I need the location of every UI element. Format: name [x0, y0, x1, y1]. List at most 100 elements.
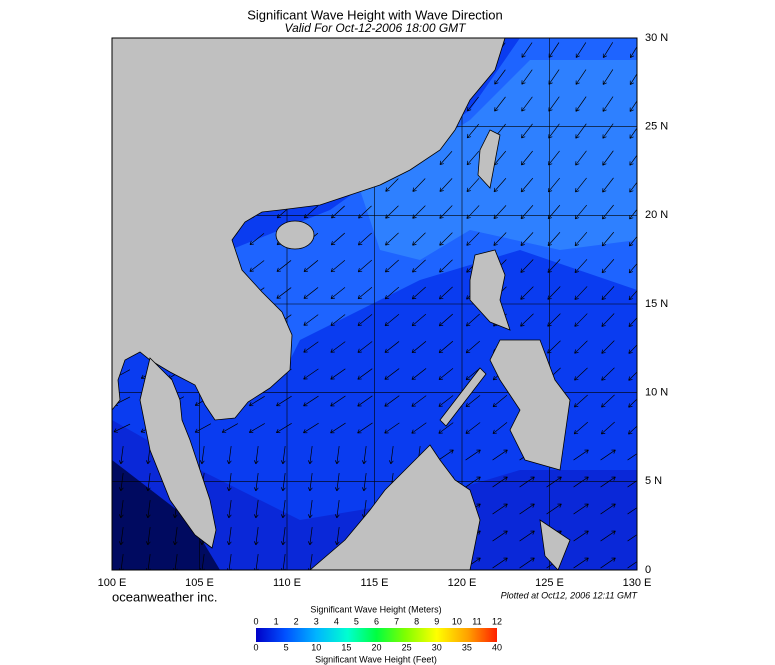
direction-arrow [249, 233, 265, 245]
direction-arrow [357, 368, 373, 380]
direction-arrow [494, 69, 506, 85]
direction-arrow [520, 150, 533, 166]
direction-arrow [438, 340, 454, 354]
lat-label: 30 N [645, 32, 668, 44]
lat-label: 15 N [645, 298, 668, 310]
feet-tick: 5 [284, 642, 289, 652]
direction-arrow [330, 232, 345, 246]
direction-arrow [226, 473, 232, 492]
direction-arrow [303, 287, 319, 299]
direction-arrow [628, 344, 637, 354]
feet-tick: 40 [492, 642, 502, 652]
direction-arrow [629, 100, 637, 112]
direction-arrow [521, 69, 533, 85]
direction-arrow [630, 45, 637, 59]
direction-arrow [628, 425, 637, 435]
direction-arrow [384, 314, 400, 327]
meters-tick: 2 [294, 616, 299, 626]
direction-arrow [602, 96, 614, 112]
direction-arrow [628, 263, 637, 274]
direction-arrow [466, 150, 480, 166]
direction-arrow [113, 423, 131, 433]
direction-arrow [330, 422, 346, 434]
direction-arrow [601, 231, 615, 247]
direction-arrow [575, 150, 587, 166]
direction-arrow [226, 446, 232, 465]
luzon [469, 249, 511, 331]
direction-arrow [199, 554, 205, 570]
direction-arrow [145, 473, 151, 492]
lon-label: 125 E [535, 577, 564, 589]
direction-arrow [627, 534, 637, 542]
direction-arrow [249, 395, 265, 407]
direction-arrow [521, 123, 533, 139]
direction-arrow [574, 286, 588, 300]
direction-arrow [628, 235, 637, 247]
direction-arrow [330, 259, 346, 273]
meters-tick: 10 [452, 616, 462, 626]
title: Significant Wave Height with Wave Direct… [247, 7, 503, 22]
direction-arrow [600, 476, 616, 488]
mainland [112, 38, 506, 421]
direction-arrow [303, 368, 319, 380]
direction-arrow [602, 42, 614, 58]
direction-arrow [520, 259, 534, 273]
direction-arrow [334, 446, 340, 465]
lat-label: 5 N [645, 475, 662, 487]
direction-arrow [330, 368, 346, 380]
colorbar [256, 628, 497, 642]
direction-arrow [600, 530, 616, 542]
direction-arrow [357, 286, 373, 300]
direction-arrow [574, 259, 588, 274]
direction-arrow [602, 150, 614, 166]
direction-arrow [118, 446, 124, 465]
direction-arrow [357, 232, 372, 246]
meters-tick: 12 [492, 616, 502, 626]
direction-arrow [521, 96, 533, 112]
lat-label: 10 N [645, 387, 668, 399]
sea-band [112, 460, 220, 570]
direction-arrow [520, 286, 534, 300]
direction-arrow [574, 367, 588, 381]
direction-arrow [248, 423, 265, 433]
direction-arrow [303, 314, 319, 326]
feet-tick: 30 [432, 642, 442, 652]
direction-arrow [627, 507, 637, 515]
direction-arrow [384, 422, 400, 434]
direction-arrow [412, 232, 426, 246]
direction-arrow [118, 554, 124, 570]
direction-arrow [519, 557, 535, 569]
direction-arrow [629, 73, 637, 85]
direction-arrow [573, 449, 589, 461]
direction-arrow [172, 527, 178, 546]
meters-tick: 8 [414, 616, 419, 626]
lon-label: 120 E [448, 577, 477, 589]
direction-arrow [145, 527, 151, 546]
direction-arrow [439, 178, 453, 192]
direction-arrow [276, 260, 292, 272]
direction-arrow [600, 449, 616, 461]
direction-arrow [467, 96, 479, 112]
direction-arrow [384, 286, 400, 300]
direction-arrow [330, 287, 346, 299]
direction-arrow [573, 476, 589, 488]
direction-arrow [602, 204, 614, 220]
direction-arrow [280, 527, 286, 546]
direction-arrow [330, 341, 346, 353]
direction-arrow [411, 422, 427, 434]
direction-arrow [303, 422, 319, 434]
direction-arrow [627, 561, 637, 569]
direction-arrow [145, 500, 151, 519]
plotted-note: Plotted at Oct12, 2006 12:11 GMT [501, 590, 639, 600]
borneo [309, 444, 481, 570]
direction-arrow [438, 422, 454, 434]
direction-arrow [307, 473, 313, 492]
direction-arrow [334, 473, 340, 492]
feet-tick: 20 [371, 642, 381, 652]
direction-arrow [628, 290, 637, 301]
direction-arrow [303, 395, 319, 407]
direction-arrow [520, 313, 534, 327]
direction-arrow [357, 422, 373, 434]
direction-arrow [357, 259, 373, 273]
direction-arrow [466, 232, 480, 246]
